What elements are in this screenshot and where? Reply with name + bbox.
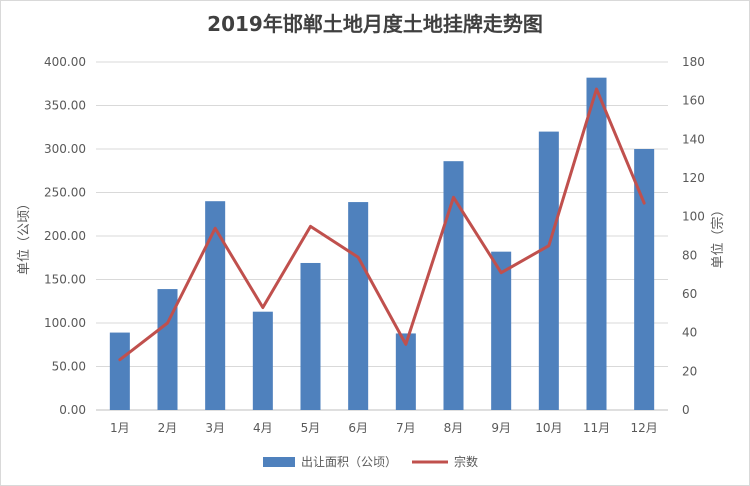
bar [205, 201, 226, 410]
bar [252, 311, 273, 410]
left-tick-label: 0.00 [59, 403, 86, 417]
x-tick-label: 8月 [444, 421, 464, 435]
bar [491, 251, 512, 410]
x-tick-label: 9月 [491, 421, 511, 435]
legend-swatch-bar [263, 457, 295, 467]
x-tick-label: 6月 [348, 421, 368, 435]
left-tick-label: 350.00 [44, 99, 86, 113]
x-tick-label: 4月 [253, 421, 273, 435]
left-tick-label: 250.00 [44, 186, 86, 200]
right-tick-label: 60 [682, 287, 697, 301]
x-tick-label: 1月 [110, 421, 130, 435]
x-tick-label: 11月 [583, 421, 610, 435]
left-tick-label: 150.00 [44, 273, 86, 287]
bar [586, 77, 607, 410]
bar [634, 149, 655, 410]
left-tick-label: 100.00 [44, 316, 86, 330]
right-tick-label: 20 [682, 364, 697, 378]
x-tick-label: 12月 [631, 421, 658, 435]
bar-series [109, 77, 655, 410]
right-tick-label: 140 [682, 132, 705, 146]
right-tick-label: 160 [682, 94, 705, 108]
line-path [118, 87, 646, 362]
right-axis-title: 单位（宗） [710, 203, 726, 268]
bar [109, 332, 130, 410]
legend-label-line: 宗数 [454, 454, 478, 469]
bar [443, 161, 464, 410]
left-tick-label: 200.00 [44, 229, 86, 243]
right-axis-ticks: 0 20 40 60 80 100 120 140 160 180 [682, 55, 705, 417]
x-tick-label: 2月 [158, 421, 178, 435]
left-axis-ticks: 0.00 50.00 100.00 150.00 200.00 250.00 300.00 3… [44, 55, 86, 417]
legend: 出让面积（公顷） 宗数 [263, 454, 478, 469]
x-tick-label: 3月 [205, 421, 225, 435]
x-axis-ticks: 1月 2月 3月 4月 5月 6月 7月 8月 9月 10月 11月 12月 [110, 421, 658, 435]
right-tick-label: 0 [682, 403, 690, 417]
x-tick-label: 5月 [301, 421, 321, 435]
bar [348, 202, 369, 410]
bar [395, 333, 416, 410]
bar [538, 131, 559, 410]
bar [157, 289, 178, 410]
left-tick-label: 300.00 [44, 142, 86, 156]
right-tick-label: 80 [682, 248, 697, 262]
left-tick-label: 400.00 [44, 55, 86, 69]
left-axis-title: 单位（公顷） [17, 197, 32, 275]
gridlines [96, 61, 668, 411]
right-tick-label: 180 [682, 55, 705, 69]
right-tick-label: 100 [682, 210, 705, 224]
left-tick-label: 50.00 [52, 360, 86, 374]
bar [300, 262, 321, 410]
line-series [118, 87, 646, 362]
chart-title: 2019年邯郸土地月度土地挂牌走势图 [207, 12, 543, 36]
right-tick-label: 40 [682, 326, 697, 340]
right-tick-label: 120 [682, 171, 705, 185]
x-tick-label: 10月 [535, 421, 562, 435]
x-tick-label: 7月 [396, 421, 416, 435]
legend-label-bar: 出让面积（公顷） [301, 455, 397, 469]
